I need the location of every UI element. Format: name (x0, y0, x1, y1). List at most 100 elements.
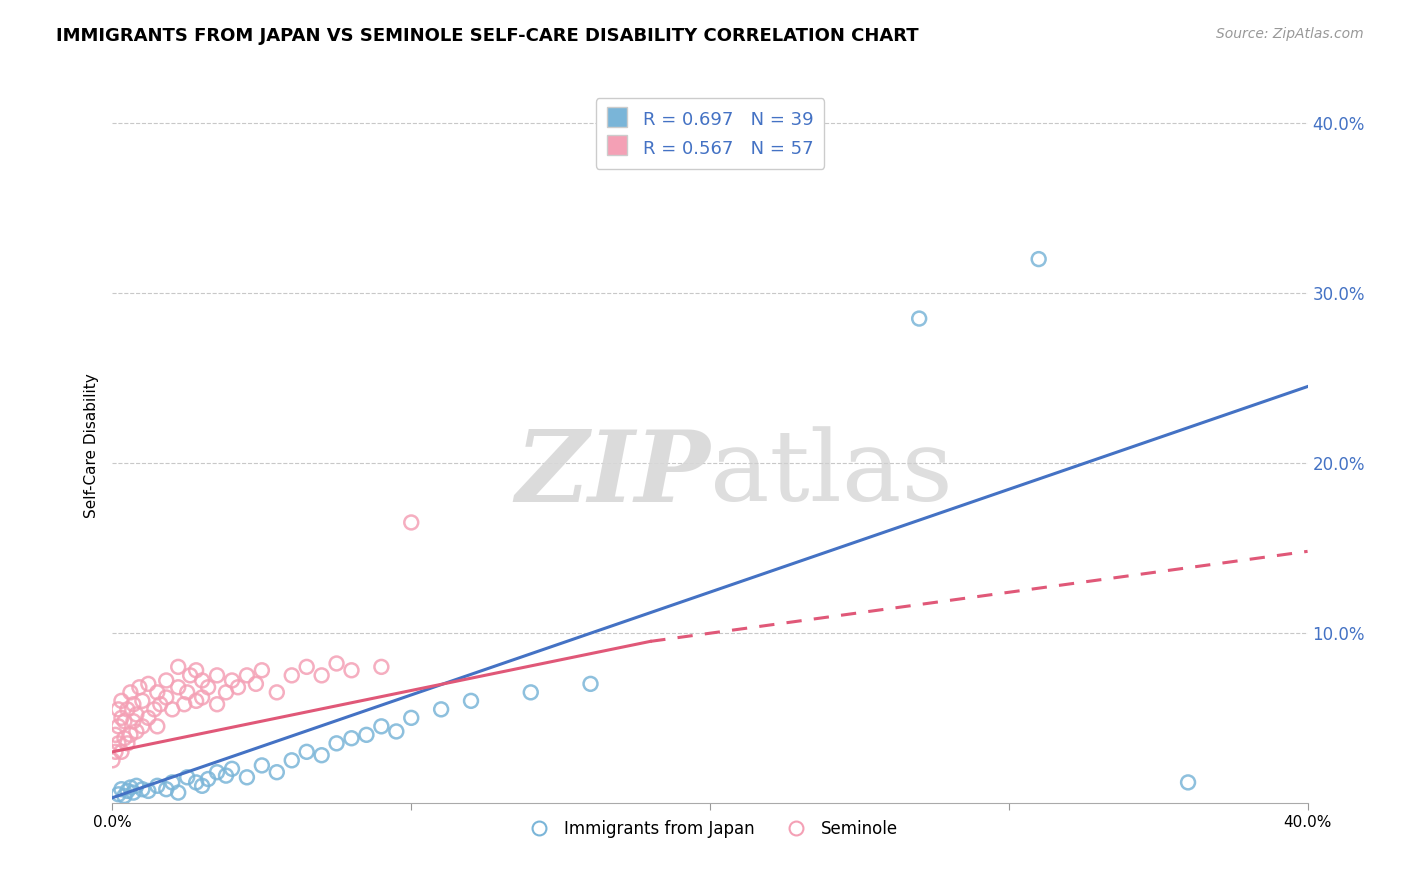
Point (281, 668, 304, 682)
Point (104, 728, 127, 742)
Point (149, 698, 172, 712)
Text: atlas: atlas (710, 426, 953, 523)
Point (236, 770, 259, 784)
Point (107, 719, 129, 733)
Point (167, 786, 190, 800)
Point (205, 668, 228, 682)
Point (173, 698, 195, 712)
Point (114, 789, 135, 803)
Point (110, 782, 132, 797)
Point (146, 779, 169, 793)
Point (125, 724, 148, 739)
Point (266, 765, 288, 780)
Point (146, 719, 169, 733)
Point (122, 786, 145, 800)
Point (197, 680, 219, 694)
Point (401, 711, 423, 725)
Point (167, 660, 190, 674)
Point (266, 685, 288, 699)
Point (176, 685, 198, 699)
Point (110, 694, 132, 708)
Point (186, 663, 208, 677)
Point (131, 694, 153, 708)
Point (122, 698, 145, 712)
Point (155, 782, 177, 797)
Point (430, 702, 453, 716)
Point (1177, 775, 1199, 789)
Point (370, 719, 392, 733)
Point (250, 663, 273, 677)
Point (340, 731, 363, 746)
Point (110, 745, 132, 759)
Point (117, 702, 139, 716)
Point (110, 711, 132, 725)
Point (401, 516, 423, 530)
Point (125, 707, 148, 722)
Point (120, 728, 142, 742)
Point (295, 745, 318, 759)
Point (143, 702, 166, 716)
Point (162, 702, 183, 716)
Point (191, 690, 214, 705)
Point (107, 736, 129, 750)
Point (295, 660, 318, 674)
Y-axis label: Self-Care Disability: Self-Care Disability (83, 374, 98, 518)
Point (221, 673, 243, 688)
Point (120, 780, 142, 795)
Point (520, 685, 543, 699)
Point (215, 769, 238, 783)
Point (325, 736, 347, 750)
Point (221, 762, 243, 776)
Point (250, 758, 273, 772)
Point (205, 698, 228, 712)
Point (101, 753, 124, 767)
Point (311, 668, 333, 682)
Point (138, 784, 160, 798)
Point (186, 694, 208, 708)
Point (311, 748, 333, 763)
Point (114, 714, 135, 729)
Point (215, 685, 238, 699)
Point (146, 685, 169, 699)
Point (120, 685, 142, 699)
Point (125, 779, 148, 793)
Point (1028, 252, 1050, 266)
Point (245, 677, 267, 691)
Point (162, 775, 183, 789)
Point (281, 753, 304, 767)
Point (356, 728, 378, 742)
Point (226, 680, 249, 694)
Point (460, 694, 482, 708)
Point (186, 775, 208, 789)
Point (138, 711, 160, 725)
Point (176, 770, 198, 784)
Point (236, 668, 259, 682)
Text: Source: ZipAtlas.com: Source: ZipAtlas.com (1216, 27, 1364, 41)
Point (104, 745, 127, 759)
Point (117, 784, 139, 798)
Point (131, 719, 153, 733)
Text: ZIP: ZIP (515, 426, 710, 523)
Point (122, 714, 145, 729)
Point (205, 765, 228, 780)
Point (385, 724, 408, 739)
Point (131, 782, 153, 797)
Point (128, 680, 150, 694)
Point (107, 787, 129, 801)
Point (155, 673, 177, 688)
Point (191, 779, 214, 793)
Point (370, 660, 392, 674)
Point (107, 702, 129, 716)
Text: IMMIGRANTS FROM JAPAN VS SEMINOLE SELF-CARE DISABILITY CORRELATION CHART: IMMIGRANTS FROM JAPAN VS SEMINOLE SELF-C… (56, 27, 920, 45)
Point (114, 731, 135, 746)
Point (179, 668, 201, 682)
Point (340, 663, 363, 677)
Point (325, 657, 347, 671)
Point (117, 736, 139, 750)
Point (908, 311, 931, 326)
Point (155, 690, 177, 705)
Point (138, 677, 160, 691)
Legend: Immigrants from Japan, Seminole: Immigrants from Japan, Seminole (516, 814, 904, 845)
Point (579, 677, 602, 691)
Point (197, 772, 219, 786)
